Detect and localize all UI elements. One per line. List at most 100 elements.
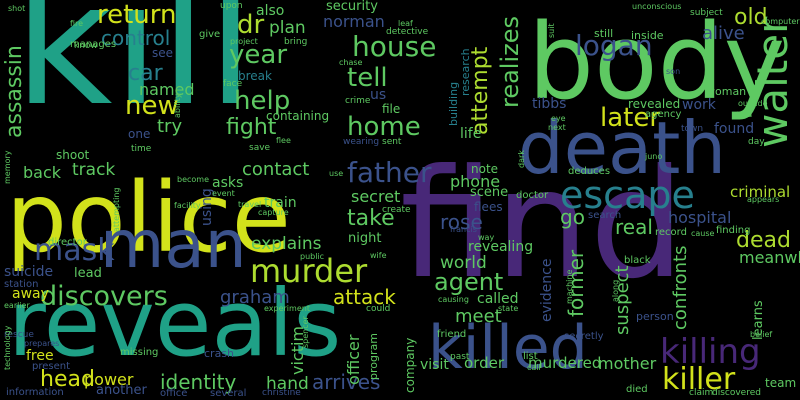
word-sent: sent [382, 137, 402, 147]
word-return: return [97, 0, 177, 30]
word-create: create [382, 205, 411, 215]
word-face: face [223, 79, 243, 89]
word-real: real [615, 215, 653, 239]
word-also: also [256, 3, 285, 19]
word-shot: shot [8, 4, 26, 13]
word-upon: upon [220, 1, 243, 11]
word-know: know [74, 41, 98, 51]
word-record: record [655, 227, 687, 238]
word-mask: mask [34, 233, 115, 268]
word-another: another [96, 383, 147, 398]
word-capture: capture [258, 208, 289, 217]
word-see: see [152, 46, 174, 60]
word-asks: asks [212, 175, 244, 191]
word-away: away [12, 286, 49, 302]
word-computer: computer [761, 17, 800, 26]
word-shoot: shoot [56, 148, 90, 162]
word-manages: manages [70, 39, 117, 50]
word-tibbs: tibbs [532, 96, 567, 112]
word-building: building [447, 81, 460, 126]
word-logan: logan [575, 29, 653, 62]
word-spencer: spencer [301, 316, 310, 348]
word-power: power [84, 370, 134, 389]
word-chase: chase [339, 58, 363, 67]
word-belief: belief [750, 330, 773, 339]
word-list: list [523, 351, 538, 362]
word-causing: causing [438, 295, 469, 304]
word-realizes: realizes [496, 15, 524, 108]
word-criminal: criminal [730, 183, 791, 201]
word-attack: attack [333, 285, 396, 309]
word-still: still [594, 27, 614, 40]
word-fight: fight [226, 115, 277, 140]
word-prepares: prepares [24, 339, 60, 348]
word-officer: officer [344, 334, 363, 385]
word-agent: agent [434, 268, 504, 296]
word-save: save [249, 143, 271, 153]
word-note: note [471, 162, 499, 176]
word-ability: ability [173, 93, 182, 118]
word-mother: mother [598, 354, 657, 373]
word-train: train [264, 195, 297, 211]
word-arrives: arrives [312, 370, 381, 394]
word-revealing: revealing [468, 239, 534, 255]
word-year: year [229, 40, 288, 70]
word-flee: flee [276, 136, 291, 145]
word-work: work [682, 97, 716, 113]
word-leaf: leaf [398, 19, 413, 28]
word-town: town [681, 124, 704, 134]
word-meanwhile: meanwhile [739, 248, 800, 267]
word-car: car [128, 61, 163, 86]
word-escape: escape [560, 173, 695, 217]
word-unconscious: unconscious [632, 2, 682, 11]
word-killed: killed [428, 313, 588, 383]
word-bring: bring [284, 37, 308, 47]
word-track: track [72, 160, 116, 180]
word-break: break [238, 69, 272, 83]
word-inside: inside [631, 29, 664, 42]
word-dr: dr [237, 10, 265, 40]
word-discovers: discovers [40, 281, 168, 312]
word-deduces: deduces [568, 166, 611, 177]
word-dark: dark [517, 150, 526, 168]
word-found: found [714, 121, 755, 137]
word-wife: wife [370, 251, 387, 260]
word-finding: finding [716, 225, 751, 236]
word-along: along [611, 279, 620, 302]
word-juno: juno [645, 152, 663, 161]
word-rose: rose [440, 210, 483, 234]
word-visit: visit [420, 357, 449, 373]
word-event: event [212, 189, 235, 198]
word-evidence: evidence [539, 258, 555, 322]
word-called: called [477, 291, 519, 307]
word-murdered: murdered [528, 354, 602, 372]
word-police: police [6, 162, 291, 274]
word-friend: friend [437, 329, 467, 340]
word-outside: outside [738, 99, 768, 108]
word-information: information [6, 387, 64, 398]
word-world: world [440, 253, 487, 273]
word-detective: detective [386, 27, 429, 37]
word-way: way [478, 233, 495, 242]
word-christine: christine [262, 388, 301, 398]
word-rescue: rescue [4, 330, 34, 340]
word-father: father [347, 156, 432, 189]
word-walter: walter [748, 16, 797, 148]
word-named: named [139, 80, 195, 99]
word-kill: kill [14, 0, 255, 144]
word-subject: subject [690, 8, 723, 18]
word-technology: technology [3, 325, 12, 370]
word-tell: tell [347, 63, 388, 93]
word-project: project [230, 37, 258, 46]
word-eye: eye [551, 114, 566, 123]
word-time: time [131, 144, 152, 154]
word-program: program [367, 333, 380, 380]
word-try: try [157, 116, 183, 137]
word-home: home [347, 112, 421, 142]
word-murder: murder [250, 252, 368, 290]
word-one: one [128, 127, 151, 141]
word-head: head [40, 367, 95, 392]
word-call: call [527, 363, 541, 372]
word-dead: dead [736, 228, 791, 253]
